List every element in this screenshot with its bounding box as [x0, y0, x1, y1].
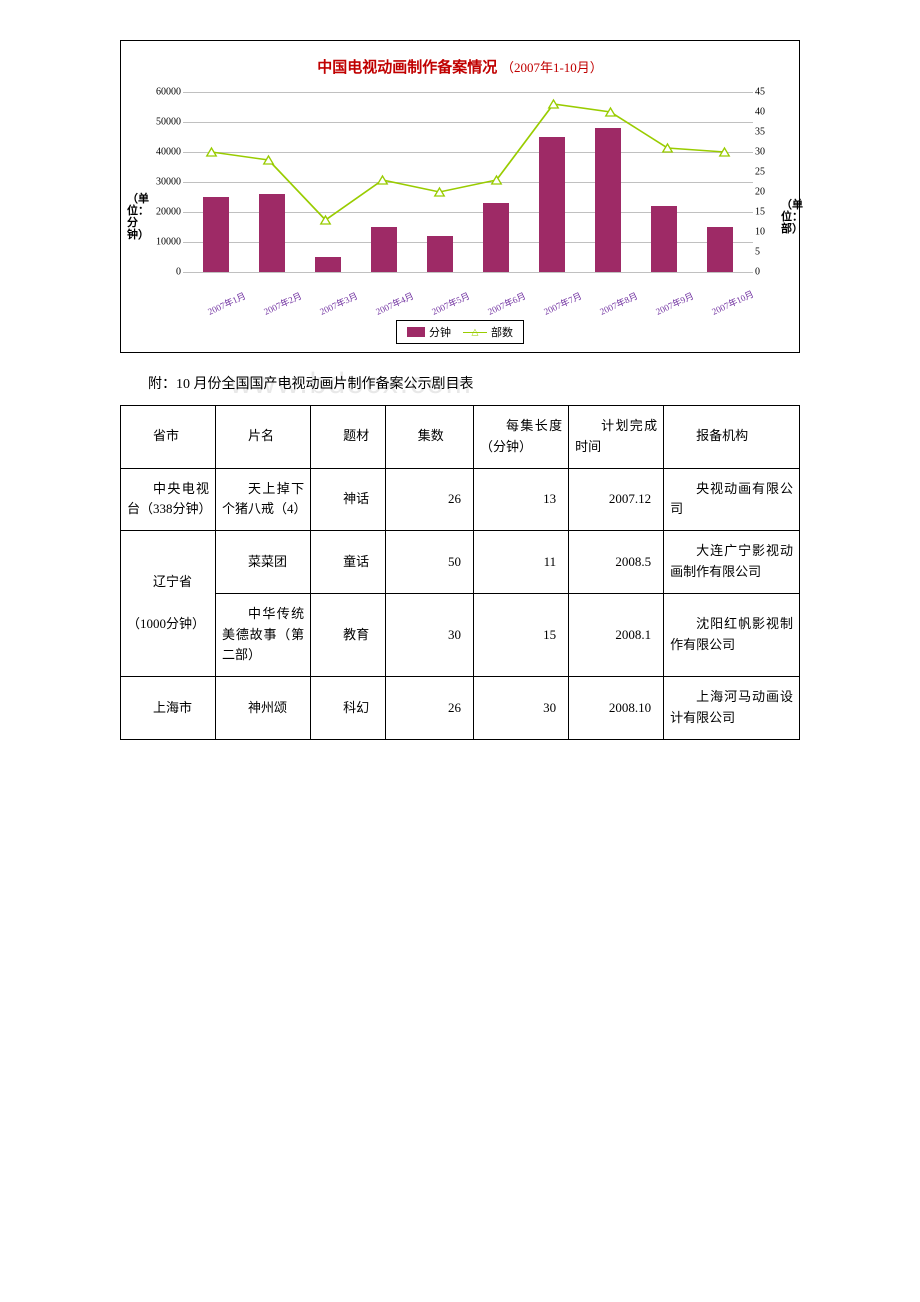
table-cell: 30: [474, 677, 569, 740]
chart-container: 中国电视动画制作备案情况 （2007年1-10月） （单位：分钟） 010000…: [120, 40, 800, 353]
x-label: 2007年5月: [429, 295, 458, 318]
legend-item-line: △ 部数: [463, 324, 513, 340]
chart-title-main: 中国电视动画制作备案情况: [317, 60, 497, 76]
table-cell: 26: [385, 468, 473, 531]
bar: [595, 128, 621, 272]
table-cell: 沈阳红帆影视制作有限公司: [664, 593, 800, 676]
x-labels: 2007年1月2007年2月2007年3月2007年4月2007年5月2007年…: [183, 277, 753, 308]
table-header-cell: 计划完成时间: [569, 406, 664, 469]
table-cell: 神州颂: [216, 677, 311, 740]
table-cell: 菜菜团: [216, 531, 311, 594]
bars-container: [183, 92, 753, 272]
table-row: 上海市神州颂科幻26302008.10上海河马动画设计有限公司: [121, 677, 800, 740]
x-label: 2007年3月: [317, 295, 346, 318]
table-cell: 50: [385, 531, 473, 594]
table-header-cell: 题材: [311, 406, 386, 469]
table-row: 中央电视台（338分钟）天上掉下个猪八戒（4）神话26132007.12央视动画…: [121, 468, 800, 531]
y-axis-right: （单位：部） 051015202530354045: [753, 92, 789, 342]
table-header-cell: 片名: [216, 406, 311, 469]
x-label: 2007年6月: [485, 295, 514, 318]
x-label: 2007年7月: [541, 295, 570, 318]
table-cell: 30: [385, 593, 473, 676]
table-cell: 2008.5: [569, 531, 664, 594]
legend-line-swatch: △: [463, 327, 487, 337]
bar: [315, 257, 341, 272]
x-label: 2007年2月: [261, 295, 290, 318]
table-cell: 2008.1: [569, 593, 664, 676]
bar: [539, 137, 565, 272]
chart-area: （单位：分钟） 0100002000030000400005000060000 …: [131, 92, 789, 342]
y-axis-left-label: （单位：分钟）: [127, 193, 139, 241]
plot-region: [183, 92, 753, 272]
bar: [259, 194, 285, 272]
legend-line-label: 部数: [491, 324, 513, 340]
x-label: 2007年8月: [597, 295, 626, 318]
table-cell: 26: [385, 677, 473, 740]
legend-item-bar: 分钟: [407, 324, 451, 340]
legend-bar-label: 分钟: [429, 324, 451, 340]
table-header-cell: 集数: [385, 406, 473, 469]
bar: [651, 206, 677, 272]
x-label: 2007年1月: [205, 295, 234, 318]
table-header-cell: 省市: [121, 406, 216, 469]
bar: [203, 197, 229, 272]
chart-title: 中国电视动画制作备案情况 （2007年1-10月）: [131, 56, 789, 77]
table-cell: 天上掉下个猪八戒（4）: [216, 468, 311, 531]
table-cell: 上海河马动画设计有限公司: [664, 677, 800, 740]
table-header-cell: 报备机构: [664, 406, 800, 469]
table-cell: 中华传统美德故事（第二部）: [216, 593, 311, 676]
x-label: 2007年9月: [653, 295, 682, 318]
chart-title-sub: （2007年1-10月）: [501, 60, 603, 75]
legend: 分钟 △ 部数: [396, 320, 524, 344]
x-label: 2007年10月: [709, 295, 738, 318]
y-right-ticks: 051015202530354045: [755, 92, 775, 272]
table-cell: 科幻: [311, 677, 386, 740]
data-table: 省市片名题材集数每集长度（分钟）计划完成时间报备机构中央电视台（338分钟）天上…: [120, 405, 800, 740]
table-cell: 大连广宁影视动画制作有限公司: [664, 531, 800, 594]
x-label: 2007年4月: [373, 295, 402, 318]
table-cell: 2008.10: [569, 677, 664, 740]
y-axis-left: （单位：分钟） 0100002000030000400005000060000: [131, 92, 183, 342]
table-row: 中华传统美德故事（第二部）教育30152008.1沈阳红帆影视制作有限公司: [121, 593, 800, 676]
legend-bar-swatch: [407, 327, 425, 337]
bar: [707, 227, 733, 272]
y-left-ticks: 0100002000030000400005000060000: [143, 92, 181, 272]
table-cell: 神话: [311, 468, 386, 531]
table-header-cell: 每集长度（分钟）: [474, 406, 569, 469]
bar: [483, 203, 509, 272]
y-axis-right-label: （单位：部）: [781, 199, 793, 235]
table-caption: 附：10 月份全国国产电视动画片制作备案公示剧目表: [120, 373, 800, 393]
table-cell: 央视动画有限公司: [664, 468, 800, 531]
table-cell: 教育: [311, 593, 386, 676]
table-cell: 童话: [311, 531, 386, 594]
table-row: 辽宁省 （1000分钟）菜菜团童话50112008.5大连广宁影视动画制作有限公…: [121, 531, 800, 594]
table-cell: 2007.12: [569, 468, 664, 531]
table-cell: 13: [474, 468, 569, 531]
table-cell: 11: [474, 531, 569, 594]
bar: [371, 227, 397, 272]
bar: [427, 236, 453, 272]
table-cell: 15: [474, 593, 569, 676]
